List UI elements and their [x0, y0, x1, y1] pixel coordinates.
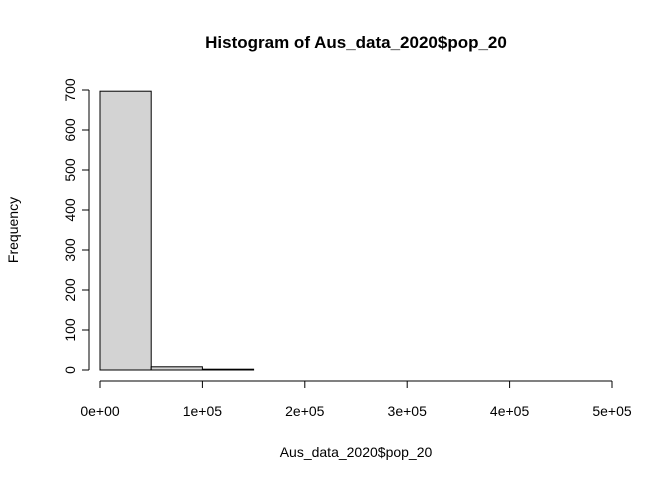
- y-tick-label-0: 0: [62, 366, 78, 374]
- y-tick-label-1: 100: [62, 318, 78, 342]
- x-tick-label-2: 2e+05: [285, 403, 325, 419]
- y-axis-label: Frequency: [5, 197, 21, 263]
- y-axis: 0 100 200 300 400 500 600 700: [62, 78, 90, 374]
- y-tick-label-4: 400: [62, 198, 78, 222]
- y-tick-label-3: 300: [62, 238, 78, 262]
- histogram-bar-0: [99, 90, 152, 371]
- x-axis-label: Aus_data_2020$pop_20: [280, 444, 433, 460]
- histogram-bar-1: [150, 366, 203, 371]
- x-tick-label-4: 4e+05: [490, 403, 530, 419]
- x-tick-label-5: 5e+05: [592, 403, 632, 419]
- y-tick-label-5: 500: [62, 158, 78, 182]
- x-axis: 0e+00 1e+05 2e+05 3e+05 4e+05 5e+05: [80, 380, 632, 419]
- y-tick-label-6: 600: [62, 118, 78, 142]
- bars-group: [99, 90, 255, 371]
- x-tick-label-0: 0e+00: [80, 403, 120, 419]
- y-tick-label-2: 200: [62, 278, 78, 302]
- y-tick-label-7: 700: [62, 78, 78, 102]
- chart-title: Histogram of Aus_data_2020$pop_20: [205, 33, 507, 52]
- histogram-bar-2: [201, 368, 255, 371]
- x-tick-label-1: 1e+05: [183, 403, 223, 419]
- x-tick-label-3: 3e+05: [388, 403, 428, 419]
